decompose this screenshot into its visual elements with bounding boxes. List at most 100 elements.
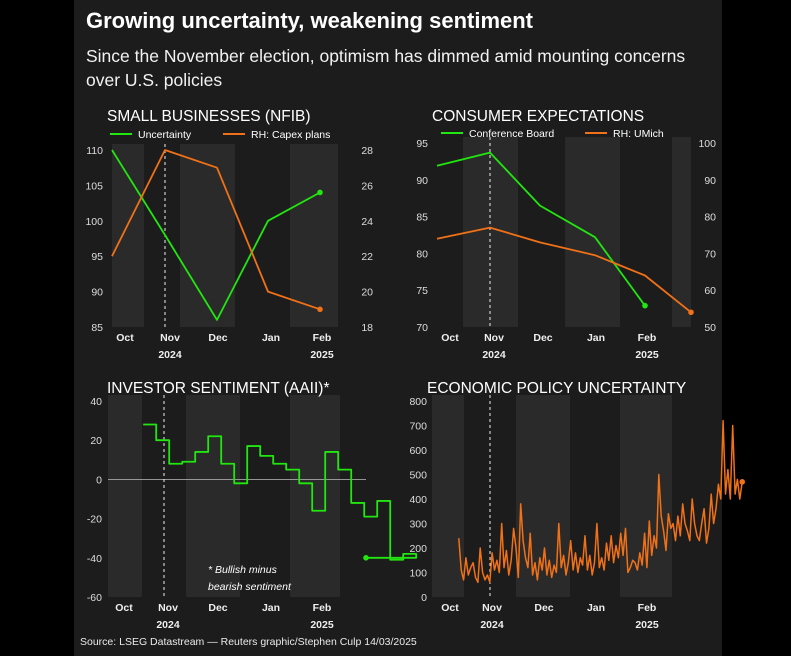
x-year-label: 2024 [482,349,506,361]
chart-title: SMALL BUSINESSES (NFIB) [107,108,311,125]
shaded-band [186,395,240,597]
x-tick-label: Feb [638,332,657,344]
y-tick-label: 200 [409,543,427,555]
x-year-label: 2024 [480,619,504,631]
y-tick-label: 100 [85,216,103,228]
chart-title: CONSUMER EXPECTATIONS [432,108,644,125]
y-tick-label: 800 [409,396,427,408]
series-endpoint-dot [363,555,369,561]
x-tick-label: Oct [441,332,459,344]
y-tick-label: 0 [421,592,427,604]
y-tick-label: 300 [409,519,427,531]
x-tick-label: Dec [533,332,552,344]
y-tick-label: 700 [409,421,427,433]
x-tick-label: Feb [313,332,332,344]
x-tick-label: Jan [587,602,605,614]
legend-label: RH: Capex plans [251,129,330,141]
y-tick-label: 100 [409,568,427,580]
y-tick-label: 110 [86,145,103,157]
legend-label: Uncertainty [138,129,192,141]
y-tick-label: 90 [416,175,428,187]
y2-tick-label: 90 [704,175,716,187]
shaded-band [108,395,142,597]
annotation-text: * Bullish minus [208,564,278,576]
y-tick-label: -60 [87,592,102,604]
y2-tick-label: 28 [361,145,373,157]
series-line-orange [458,419,743,584]
y2-tick-label: 26 [361,180,373,192]
source-credit: Source: LSEG Datastream — Reuters graphi… [80,636,417,648]
y-tick-label: 95 [416,138,428,150]
chart-title: INVESTOR SENTIMENT (AAII)* [107,380,330,397]
series-line-green [436,151,646,307]
y-tick-label: 85 [416,212,428,224]
shaded-band [180,144,235,327]
y2-tick-label: 22 [361,251,373,263]
x-tick-label: Dec [208,602,227,614]
x-tick-label: Nov [158,602,178,614]
y-tick-label: 75 [416,285,428,297]
x-tick-label: Jan [262,602,280,614]
series-endpoint-dot [317,189,323,196]
series-endpoint-dot [739,479,745,485]
y-tick-label: 70 [416,322,428,334]
x-tick-label: Nov [160,332,180,344]
y-tick-label: 0 [96,474,102,486]
series-endpoint-dot [317,306,323,313]
legend-label: RH: UMich [613,128,664,140]
x-year-label: 2025 [635,349,659,361]
y-tick-label: 600 [409,445,427,457]
x-tick-label: Nov [482,602,502,614]
y-tick-label: 400 [409,494,427,506]
x-tick-label: Feb [313,602,332,614]
y2-tick-label: 100 [698,138,716,150]
y-tick-label: 90 [91,287,103,299]
shaded-band [565,137,620,327]
x-year-label: 2025 [310,349,334,361]
series-line-orange [436,226,692,314]
y-tick-label: 20 [90,435,102,447]
y-tick-label: -40 [87,553,102,565]
graphic-subtitle: Since the November election, optimism ha… [86,46,686,90]
series-line-green [143,423,418,561]
chart-title: ECONOMIC POLICY UNCERTAINTY [427,380,686,397]
y-tick-label: 40 [90,396,102,408]
chart-panel-1: SMALL BUSINESSES (NFIB) 85 90 95 100 105 110 18… [85,108,373,361]
y2-tick-label: 18 [361,322,373,334]
x-tick-label: Jan [587,332,605,344]
shaded-band [672,137,691,327]
y2-tick-label: 80 [704,212,716,224]
x-tick-label: Oct [116,332,134,344]
x-year-label: 2025 [635,619,659,631]
series-line-orange [111,149,321,311]
shaded-band [112,144,144,327]
x-tick-label: Nov [484,332,504,344]
chart-panel-3: INVESTOR SENTIMENT (AAII)* -60 -40 -20 0 20 40… [87,380,418,631]
series-endpoint-dot [642,302,648,309]
x-tick-label: Feb [638,602,657,614]
x-tick-label: Dec [534,602,553,614]
x-tick-label: Jan [262,332,280,344]
x-tick-label: Oct [441,602,459,614]
shaded-band [432,395,464,597]
x-year-label: 2025 [310,619,334,631]
x-tick-label: Oct [115,602,133,614]
annotation-text: bearish sentiment [208,581,292,593]
graphic-title: Growing uncertainty, weakening sentiment [86,8,534,33]
y-tick-label: 500 [409,470,427,482]
chart-card [74,0,722,656]
y2-tick-label: 60 [704,285,716,297]
y2-tick-label: 20 [361,287,373,299]
x-year-label: 2024 [158,349,182,361]
y-tick-label: 80 [416,248,428,260]
x-year-label: 2024 [156,619,180,631]
y2-tick-label: 50 [704,322,716,334]
legend-label: Conference Board [469,128,554,140]
y2-tick-label: 24 [361,216,373,228]
y2-tick-label: 70 [704,248,716,260]
y-tick-label: 85 [91,322,103,334]
series-line-green [111,149,321,321]
y-tick-label: 105 [85,180,103,192]
chart-panel-2: CONSUMER EXPECTATIONS 70 75 80 85 90 95 50 60 70 8… [416,108,716,361]
